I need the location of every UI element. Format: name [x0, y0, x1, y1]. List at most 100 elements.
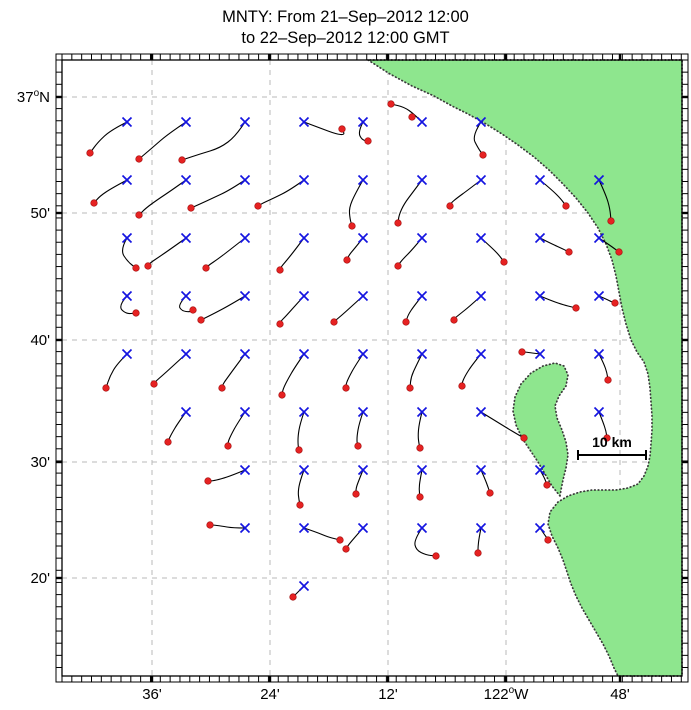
- end-marker-dot: [144, 262, 152, 270]
- end-marker-dot: [364, 137, 372, 145]
- x-tick-label: 48': [610, 686, 630, 703]
- start-marker-x: [475, 232, 487, 244]
- start-marker-x: [180, 116, 192, 128]
- end-marker-dot: [206, 521, 214, 529]
- y-tick-label: 20': [30, 570, 50, 587]
- end-marker-dot: [278, 391, 286, 399]
- end-marker-dot: [603, 434, 611, 442]
- start-marker-x: [593, 406, 605, 418]
- trajectory-path: [405, 295, 423, 323]
- start-marker-x: [239, 232, 251, 244]
- start-marker-x: [416, 116, 428, 128]
- end-marker-dot: [102, 384, 110, 392]
- land-polygon: [365, 59, 683, 677]
- trajectory-path: [297, 469, 305, 506]
- trajectory-path: [121, 237, 137, 269]
- trajectory-path: [207, 469, 246, 482]
- start-marker-x: [121, 174, 133, 186]
- end-marker-dot: [607, 217, 615, 225]
- trajectory-path: [355, 469, 364, 495]
- start-marker-x: [534, 522, 546, 534]
- start-marker-x: [534, 464, 546, 476]
- end-marker-dot: [276, 266, 284, 274]
- x-tick-label: 24': [260, 686, 280, 703]
- start-marker-x: [475, 290, 487, 302]
- trajectory-path: [147, 237, 187, 267]
- x-tick-label: 122oW: [484, 685, 530, 703]
- x-tick-label: 12': [378, 686, 398, 703]
- start-marker-x: [475, 174, 487, 186]
- start-marker-x: [239, 522, 251, 534]
- end-marker-dot: [352, 490, 360, 498]
- trajectory-path: [390, 103, 423, 123]
- end-marker-dot: [218, 384, 226, 392]
- end-marker-dot: [562, 202, 570, 210]
- trajectory-path: [356, 411, 364, 447]
- trajectory-path: [348, 179, 364, 227]
- end-marker-dot: [416, 444, 424, 452]
- start-marker-x: [357, 290, 369, 302]
- start-marker-x: [239, 174, 251, 186]
- start-marker-x: [475, 522, 487, 534]
- start-marker-x: [298, 464, 310, 476]
- land-polygon: [512, 362, 569, 499]
- end-marker-dot: [189, 306, 197, 314]
- trajectory-path: [480, 469, 491, 494]
- trajectory-path: [397, 179, 423, 224]
- end-marker-dot: [178, 156, 186, 164]
- start-marker-x: [121, 348, 133, 360]
- trajectory-path: [167, 411, 187, 443]
- start-marker-x: [239, 116, 251, 128]
- end-marker-dot: [296, 501, 304, 509]
- start-marker-x: [475, 348, 487, 360]
- frame-layer: [55, 53, 689, 683]
- trajectory-path: [461, 353, 482, 387]
- start-marker-x: [357, 522, 369, 534]
- scalebar: 10 km: [577, 434, 647, 460]
- trajectory-path: [93, 179, 128, 204]
- trajectory-path: [89, 121, 128, 154]
- start-marker-x: [416, 522, 428, 534]
- end-marker-dot: [342, 545, 350, 553]
- start-marker-x: [121, 116, 133, 128]
- start-marker-x: [298, 232, 310, 244]
- end-marker-dot: [204, 477, 212, 485]
- end-marker-dot: [394, 262, 402, 270]
- start-marker-x: [298, 580, 310, 592]
- y-tick-label: 50': [30, 205, 50, 222]
- start-marker-x: [593, 232, 605, 244]
- trajectory-path: [221, 353, 246, 389]
- trajectory-path: [227, 411, 246, 447]
- start-marker-x: [357, 232, 369, 244]
- trajectory-layer: [86, 100, 623, 601]
- start-marker-x: [357, 406, 369, 418]
- trajectory-path: [346, 237, 364, 261]
- end-marker-dot: [486, 489, 494, 497]
- start-marker-x: [180, 290, 192, 302]
- y-tick-label: 40': [30, 332, 50, 349]
- trajectory-path: [257, 179, 305, 207]
- end-marker-dot: [343, 256, 351, 264]
- start-marker-x: [534, 174, 546, 186]
- start-marker-x: [298, 348, 310, 360]
- end-marker-dot: [224, 442, 232, 450]
- end-marker-dot: [289, 593, 297, 601]
- end-marker-dot: [474, 549, 482, 557]
- start-marker-x: [534, 348, 546, 360]
- trajectory-path: [138, 121, 187, 160]
- scalebar-label: 10 km: [592, 434, 632, 450]
- trajectory-path: [303, 121, 345, 136]
- end-marker-dot: [90, 199, 98, 207]
- end-marker-dot: [458, 382, 466, 390]
- trajectory-path: [345, 353, 364, 389]
- end-marker-dot: [348, 222, 356, 230]
- end-marker-dot: [354, 442, 362, 450]
- start-marker-x: [357, 348, 369, 360]
- trajectory-path: [539, 237, 570, 253]
- start-marker-x: [416, 290, 428, 302]
- start-marker-x: [180, 406, 192, 418]
- end-marker-dot: [86, 149, 94, 157]
- trajectory-path: [120, 295, 137, 315]
